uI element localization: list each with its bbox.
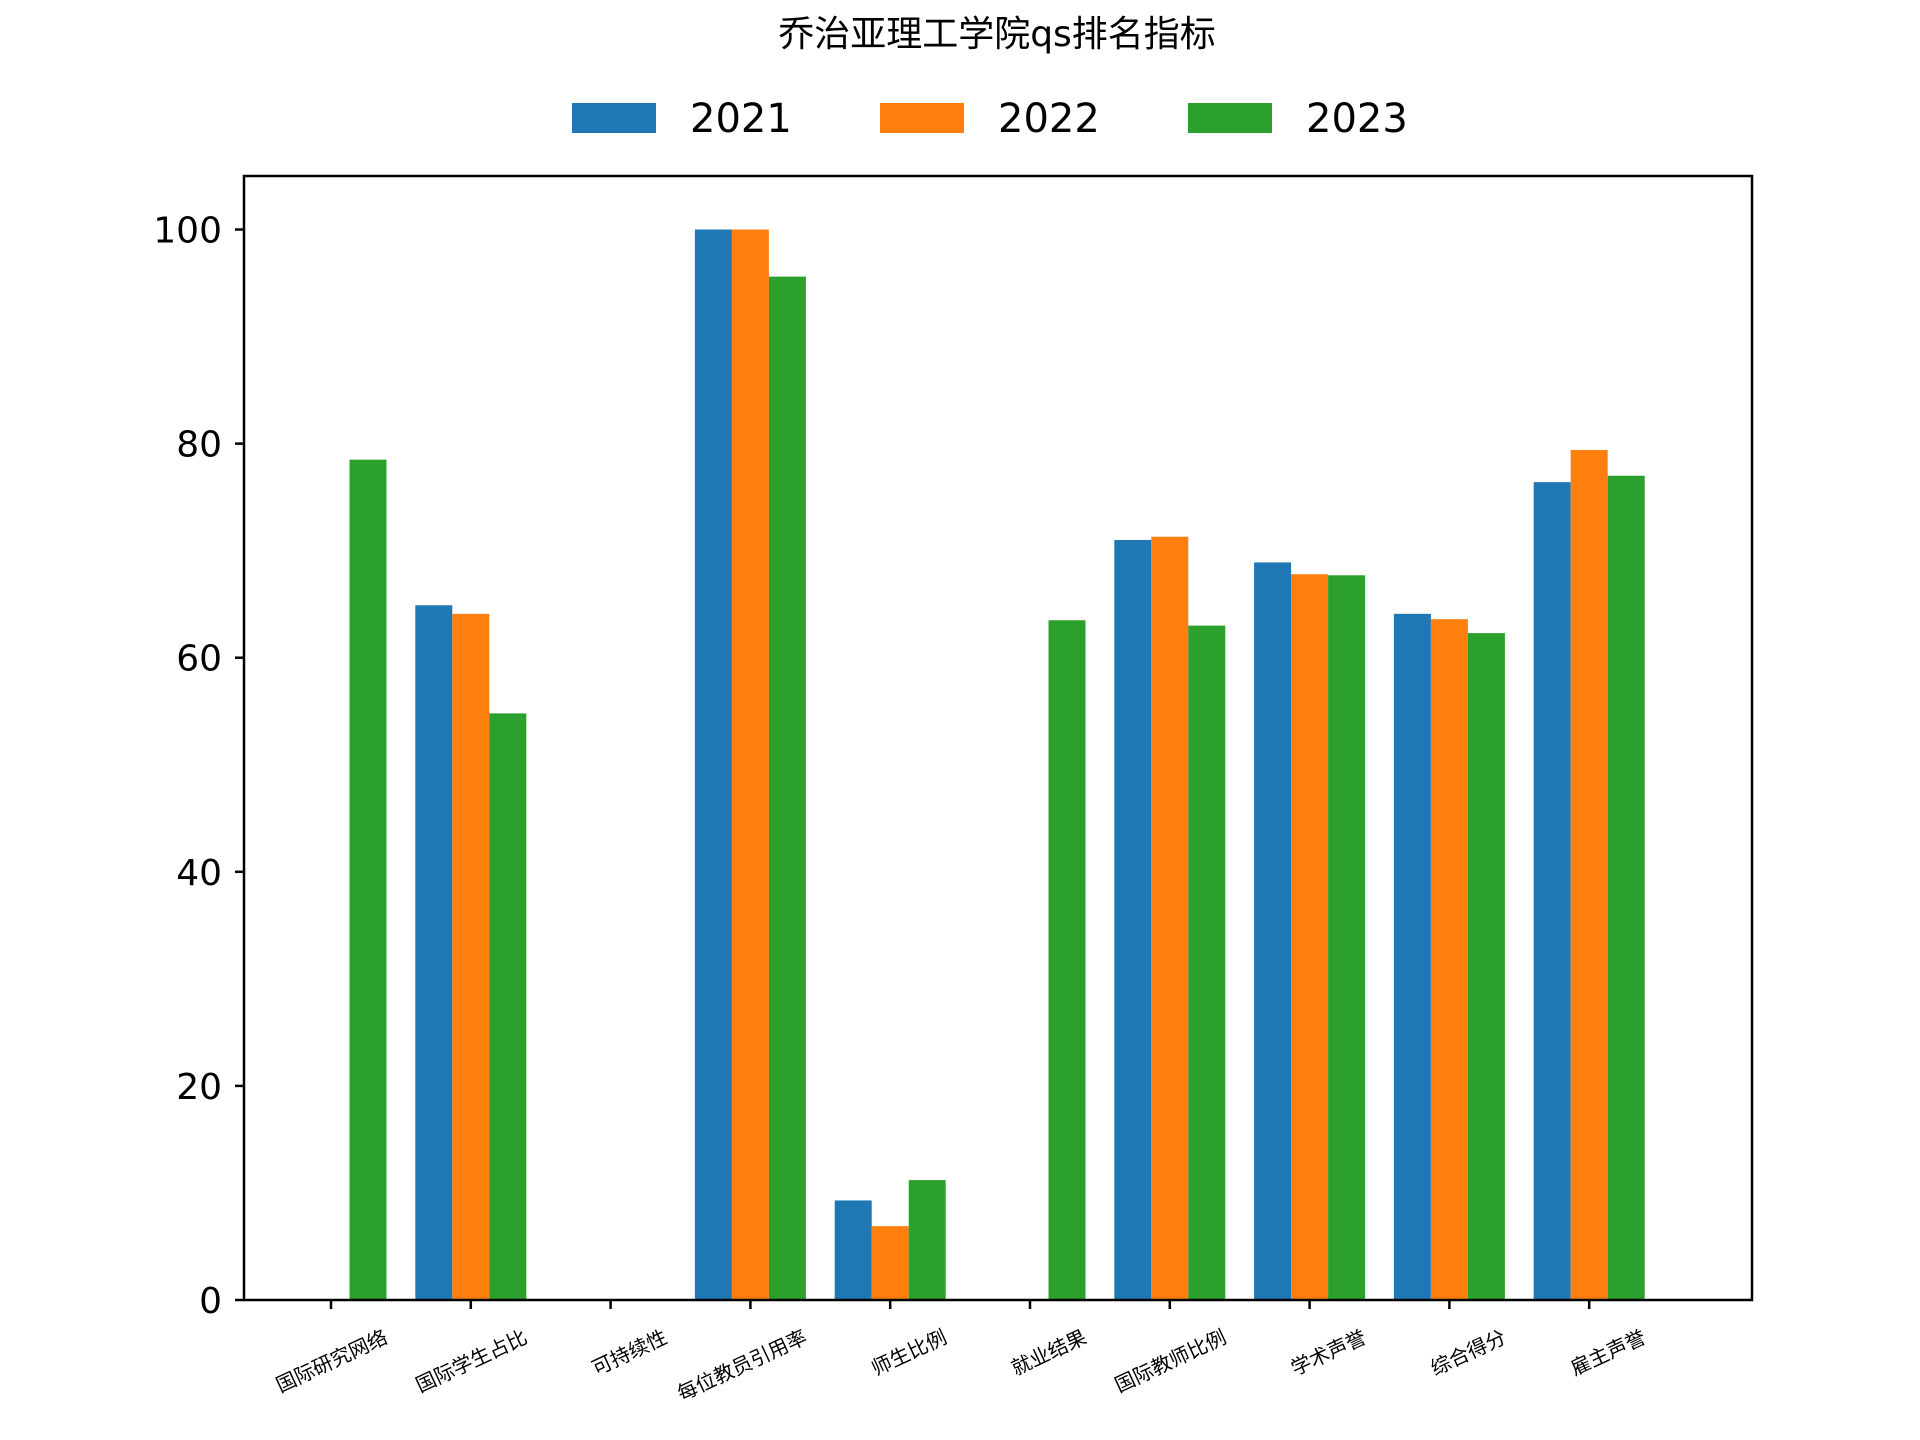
- x-tick-label: 每位教员引用率: [673, 1325, 810, 1406]
- legend-swatch-2023: [1188, 103, 1272, 133]
- x-tick-label: 就业结果: [1007, 1325, 1090, 1381]
- x-tick-label: 学术声誉: [1287, 1325, 1370, 1381]
- chart-title: 乔治亚理工学院qs排名指标: [778, 14, 1216, 55]
- x-tick-label: 国际研究网络: [272, 1325, 391, 1397]
- y-tick-label: 80: [176, 425, 222, 466]
- x-tick-label: 可持续性: [588, 1325, 671, 1381]
- bar-2023-0: [349, 459, 387, 1301]
- y-tick-label: 100: [153, 211, 222, 252]
- bar-2023-6: [1188, 625, 1226, 1300]
- legend-label: 2021: [690, 96, 792, 142]
- y-axis: 0 20 40 60 80 100: [153, 211, 244, 1322]
- bars: [349, 229, 1645, 1301]
- y-tick-label: 0: [199, 1281, 222, 1322]
- bar-2021-8: [1393, 613, 1431, 1300]
- bar-2022-3: [731, 229, 769, 1300]
- bar-2022-1: [452, 613, 490, 1300]
- legend-label: 2023: [1306, 96, 1408, 142]
- y-tick-label: 40: [176, 853, 222, 894]
- legend-swatch-2022: [880, 103, 964, 133]
- bar-2022-9: [1570, 450, 1608, 1301]
- legend: 2021 2022 2023: [572, 96, 1408, 142]
- x-tick-label: 雇主声誉: [1567, 1325, 1650, 1381]
- x-tick-label: 国际学生占比: [412, 1325, 531, 1397]
- bar-2023-4: [908, 1180, 946, 1300]
- bar-2021-1: [415, 605, 453, 1300]
- x-axis: 国际研究网络 国际学生占比 可持续性 每位教员引用率 师生比例 就业结果 国际教师比例 学术声…: [272, 1300, 1649, 1406]
- y-tick-label: 60: [176, 639, 222, 680]
- plot-frame: [242, 174, 1754, 1302]
- bar-2022-7: [1291, 574, 1329, 1300]
- bar-2021-9: [1533, 482, 1571, 1300]
- bar-2021-7: [1254, 562, 1292, 1300]
- legend-swatch-2021: [572, 103, 656, 133]
- bar-2023-3: [768, 276, 806, 1300]
- bar-2022-8: [1430, 619, 1468, 1300]
- bar-2023-8: [1467, 633, 1505, 1300]
- bar-2022-4: [871, 1226, 909, 1300]
- bar-2021-6: [1114, 539, 1152, 1300]
- bar-2023-9: [1607, 475, 1645, 1300]
- x-tick-label: 综合得分: [1427, 1325, 1510, 1381]
- legend-label: 2022: [998, 96, 1100, 142]
- x-tick-label: 师生比例: [868, 1325, 951, 1381]
- bar-2023-5: [1048, 620, 1086, 1300]
- bar-2021-4: [834, 1200, 872, 1300]
- bar-2021-3: [694, 229, 732, 1300]
- bar-2022-6: [1151, 536, 1189, 1300]
- x-tick-label: 国际教师比例: [1111, 1325, 1230, 1397]
- y-tick-label: 20: [176, 1067, 222, 1108]
- bar-2023-1: [489, 713, 527, 1300]
- bar-2023-7: [1328, 575, 1366, 1300]
